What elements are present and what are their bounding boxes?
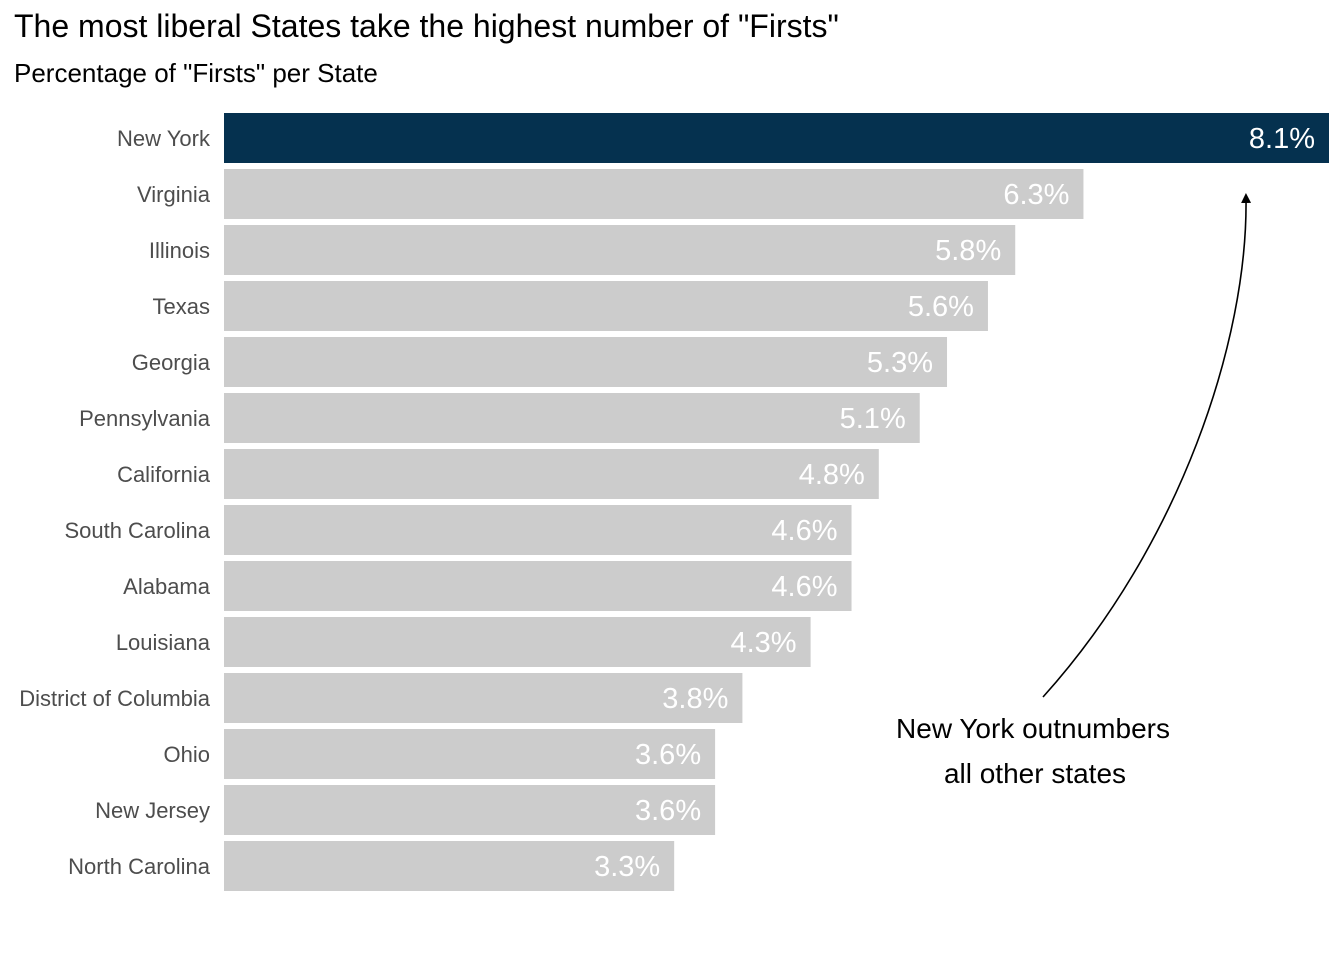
value-label: 8.1% [1249, 123, 1315, 155]
category-label: New York [117, 126, 211, 151]
category-label: Texas [153, 294, 210, 319]
annotation-line-1: New York outnumbers [896, 713, 1170, 744]
category-label: District of Columbia [19, 686, 210, 711]
value-label: 3.6% [635, 795, 701, 827]
category-label: Georgia [132, 350, 211, 375]
bar-new-york [224, 113, 1329, 163]
bar-louisiana [224, 617, 811, 667]
chart-subtitle: Percentage of "Firsts" per State [14, 58, 378, 88]
bar-alabama [224, 561, 852, 611]
bar-north-carolina [224, 841, 675, 891]
bar-south-carolina [224, 505, 852, 555]
annotation-arrow [1042, 193, 1252, 698]
value-label: 3.3% [594, 851, 660, 883]
bar-ohio [224, 729, 716, 779]
value-label: 4.6% [771, 515, 837, 547]
category-label: Illinois [149, 238, 210, 263]
bar-virginia [224, 169, 1084, 219]
bar-california [224, 449, 879, 499]
value-label: 5.8% [935, 235, 1001, 267]
value-label: 4.3% [730, 627, 796, 659]
category-label: South Carolina [64, 518, 210, 543]
annotation: New York outnumbers all other states [896, 193, 1252, 789]
value-label: 3.6% [635, 739, 701, 771]
value-label: 4.6% [771, 571, 837, 603]
category-label: Alabama [123, 574, 211, 599]
annotation-line-2: all other states [944, 758, 1126, 789]
category-label: Louisiana [116, 630, 211, 655]
value-label: 5.3% [867, 347, 933, 379]
value-label: 6.3% [1003, 179, 1069, 211]
bar-texas [224, 281, 988, 331]
value-label: 3.8% [662, 683, 728, 715]
value-label: 5.1% [840, 403, 906, 435]
category-label: California [117, 462, 211, 487]
bar-pennsylvania [224, 393, 920, 443]
bar-georgia [224, 337, 948, 387]
chart-title: The most liberal States take the highest… [14, 8, 839, 44]
category-label: Pennsylvania [79, 406, 211, 431]
bar-new-jersey [224, 785, 716, 835]
value-label: 5.6% [908, 291, 974, 323]
category-label: North Carolina [68, 854, 211, 879]
category-label: New Jersey [95, 798, 210, 823]
category-label: Virginia [137, 182, 211, 207]
category-label: Ohio [164, 742, 210, 767]
value-label: 4.8% [799, 459, 865, 491]
bars-layer: New York 8.1% Virginia 6.3% Illinois 5.8% Texa… [19, 113, 1329, 891]
bar-district-of-columbia [224, 673, 743, 723]
bar-illinois [224, 225, 1016, 275]
